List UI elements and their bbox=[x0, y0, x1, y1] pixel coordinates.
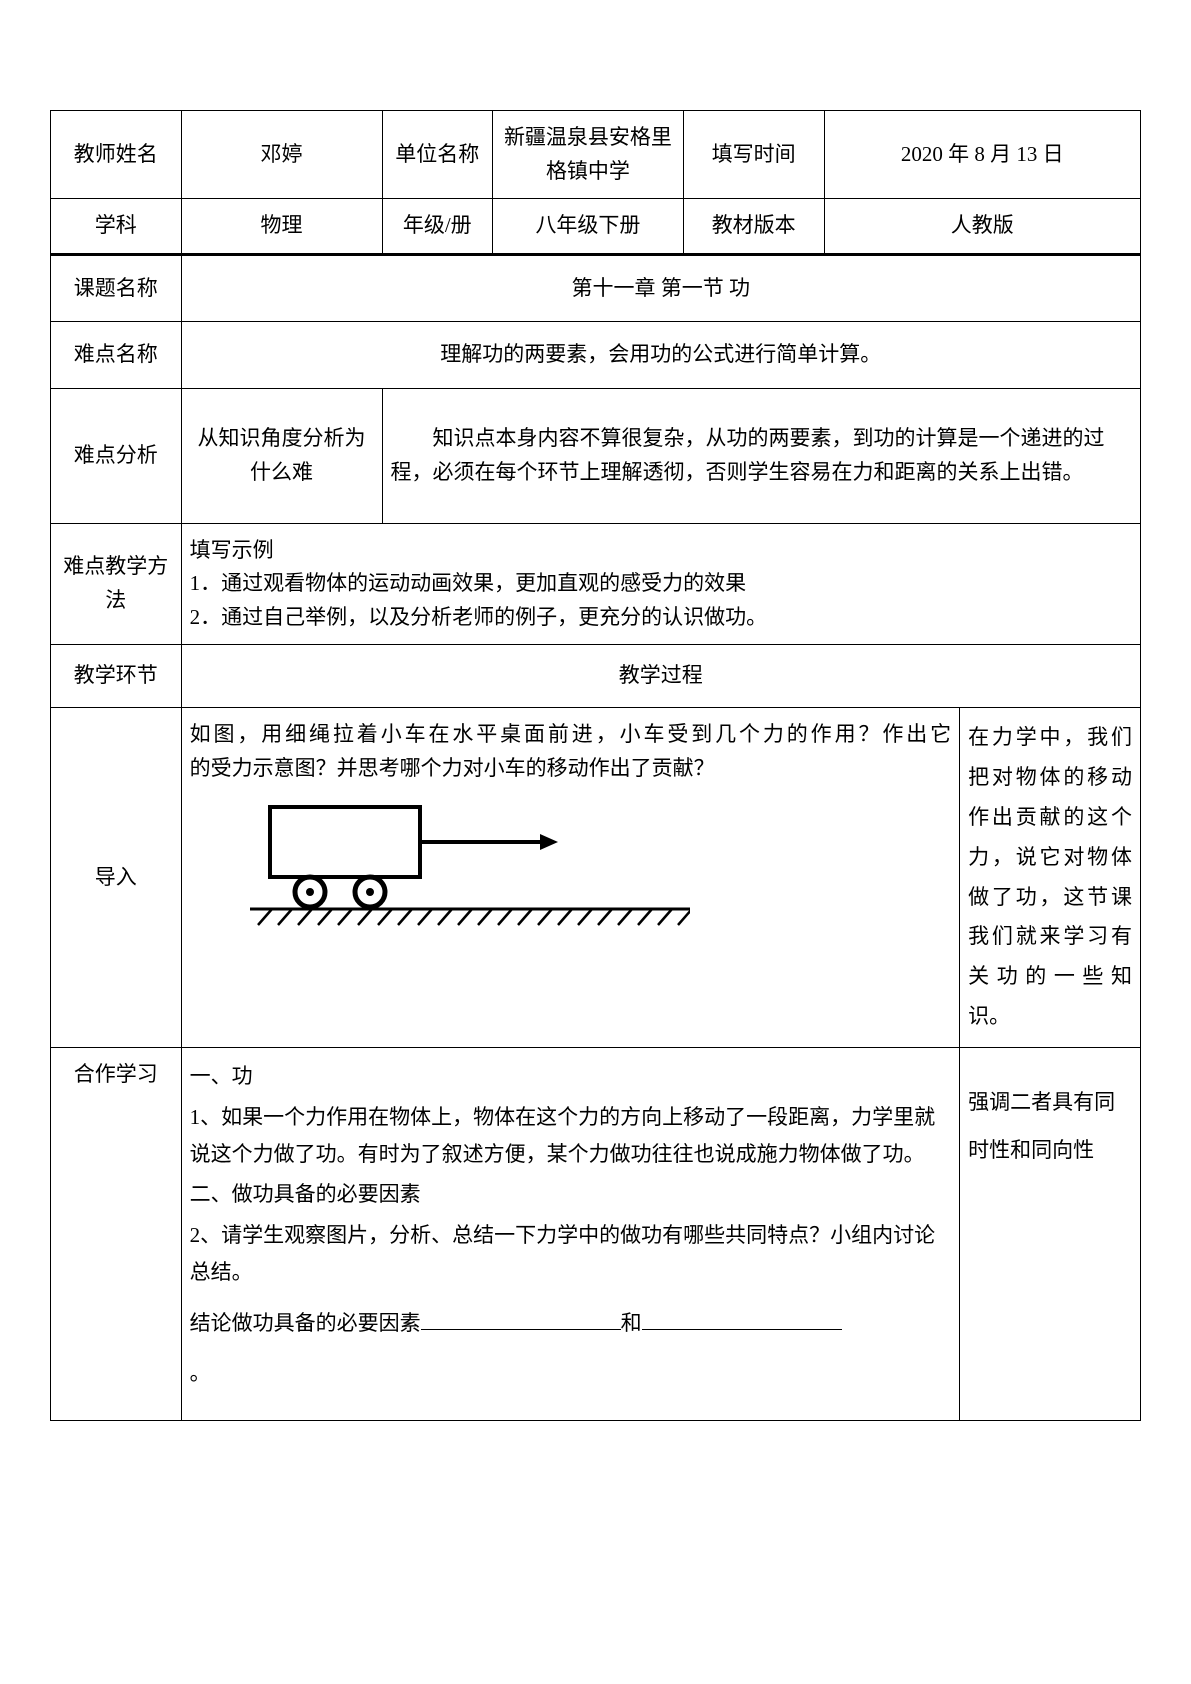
fill-time: 2020 年 8 月 13 日 bbox=[824, 111, 1140, 199]
topic-label: 课题名称 bbox=[51, 254, 182, 322]
textbook-version-label: 教材版本 bbox=[683, 199, 824, 255]
difficulty-analysis-label: 难点分析 bbox=[51, 388, 182, 523]
difficulty-name: 理解功的两要素，会用功的公式进行简单计算。 bbox=[181, 322, 1140, 389]
grade-label: 年级/册 bbox=[382, 199, 493, 255]
coop-p3-end: 。 bbox=[190, 1355, 952, 1392]
blank-1 bbox=[421, 1306, 621, 1329]
subject: 物理 bbox=[181, 199, 382, 255]
coop-p1-title: 一、功 bbox=[190, 1058, 952, 1095]
coop-p2-body: 2、请学生观察图片，分析、总结一下力学中的做功有哪些共同特点？小组内讨论总结。 bbox=[190, 1217, 952, 1291]
textbook-version: 人教版 bbox=[824, 199, 1140, 255]
coop-p3: 结论做功具备的必要因素 和 bbox=[190, 1305, 952, 1342]
coop-body: 一、功 1、如果一个力作用在物体上，物体在这个力的方向上移动了一段距离，力学里就… bbox=[181, 1048, 960, 1421]
unit-label: 单位名称 bbox=[382, 111, 493, 199]
method-2: 2．通过自己举例，以及分析老师的例子，更充分的认识做功。 bbox=[190, 601, 1132, 635]
teaching-method-body: 填写示例 1．通过观看物体的运动动画效果，更加直观的感受力的效果 2．通过自己举… bbox=[181, 523, 1140, 645]
blank-2 bbox=[642, 1306, 842, 1329]
coop-p3-mid: 和 bbox=[621, 1311, 642, 1335]
coop-side-text: 强调二者具有同时性和同向性 bbox=[960, 1048, 1141, 1421]
unit-name: 新疆温泉县安格里格镇中学 bbox=[493, 111, 684, 199]
process-label: 教学过程 bbox=[181, 645, 1140, 708]
example-title: 填写示例 bbox=[190, 534, 1132, 568]
topic-name: 第十一章 第一节 功 bbox=[181, 254, 1140, 322]
teacher-name: 邓婷 bbox=[181, 111, 382, 199]
intro-line2: 的受力示意图？并思考哪个力对小车的移动作出了贡献？ bbox=[190, 752, 952, 786]
method-1: 1．通过观看物体的运动动画效果，更加直观的感受力的效果 bbox=[190, 567, 1132, 601]
fill-time-label: 填写时间 bbox=[683, 111, 824, 199]
difficulty-name-label: 难点名称 bbox=[51, 322, 182, 389]
teaching-method-label: 难点教学方法 bbox=[51, 523, 182, 645]
difficulty-analysis-text: 知识点本身内容不算很复杂，从功的两要素，到功的计算是一个递进的过程，必须在每个环… bbox=[382, 388, 1141, 523]
lesson-plan-table: 教师姓名 邓婷 单位名称 新疆温泉县安格里格镇中学 填写时间 2020 年 8 … bbox=[50, 110, 1141, 1421]
segment-label: 教学环节 bbox=[51, 645, 182, 708]
intro-line1: 如图，用细绳拉着小车在水平桌面前进，小车受到几个力的作用？作出它 bbox=[190, 718, 952, 752]
teacher-name-label: 教师姓名 bbox=[51, 111, 182, 199]
grade: 八年级下册 bbox=[493, 199, 684, 255]
subject-label: 学科 bbox=[51, 199, 182, 255]
coop-p1-body: 1、如果一个力作用在物体上，物体在这个力的方向上移动了一段距离，力学里就说这个力… bbox=[190, 1099, 952, 1173]
intro-body: 如图，用细绳拉着小车在水平桌面前进，小车受到几个力的作用？作出它 的受力示意图？… bbox=[181, 707, 960, 1047]
intro-side-text: 在力学中，我们把对物体的移动作出贡献的这个力，说它对物体做了功，这节课我们就来学… bbox=[960, 707, 1141, 1047]
intro-label: 导入 bbox=[51, 707, 182, 1047]
coop-p3-prefix: 结论做功具备的必要因素 bbox=[190, 1311, 421, 1335]
coop-label: 合作学习 bbox=[51, 1048, 182, 1421]
knowledge-angle-label: 从知识角度分析为什么难 bbox=[181, 388, 382, 523]
coop-p2-title: 二、做功具备的必要因素 bbox=[190, 1176, 952, 1213]
cart-diagram bbox=[250, 797, 690, 927]
